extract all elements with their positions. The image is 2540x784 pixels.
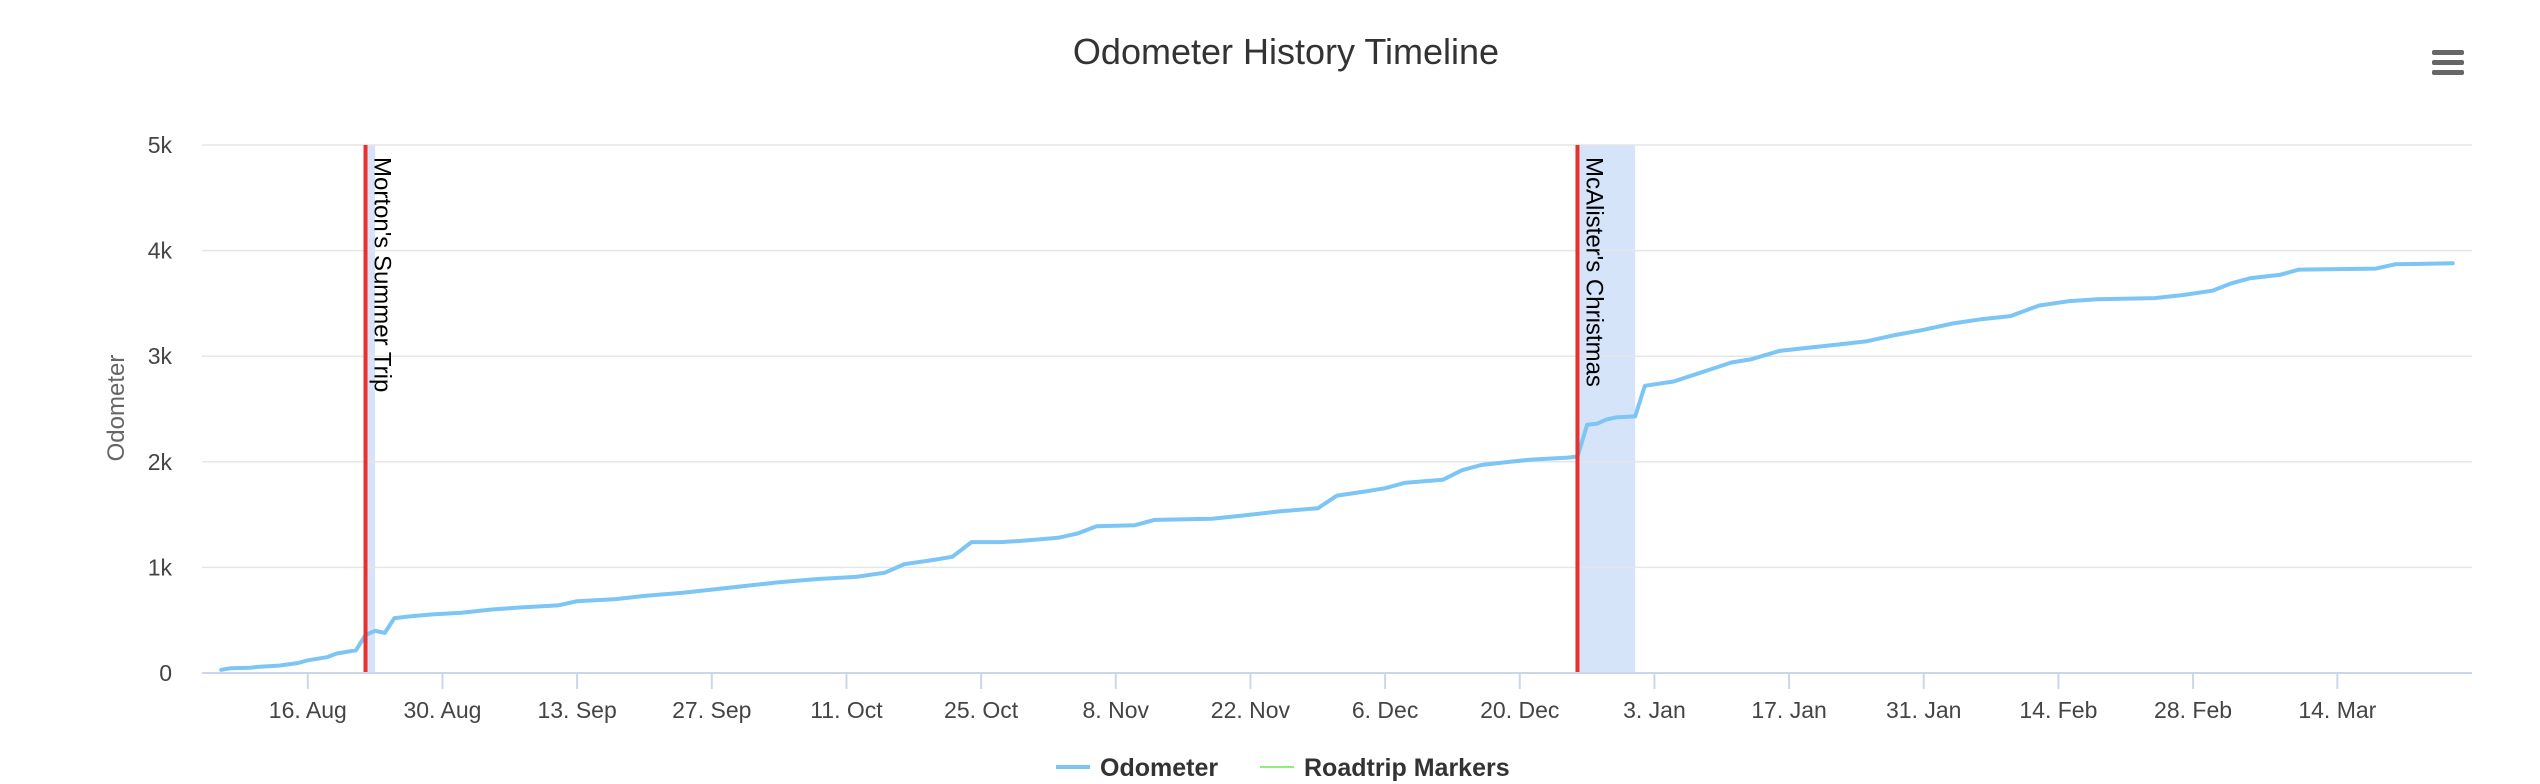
x-tick-label: 31. Jan — [1886, 697, 1961, 723]
y-tick-label: 2k — [148, 449, 173, 475]
legend-label-roadtrip-markers: Roadtrip Markers — [1304, 754, 1510, 782]
x-tick-label: 22. Nov — [1211, 697, 1291, 723]
series-line-odometer — [219, 261, 2455, 672]
hamburger-menu-icon-bar — [2432, 60, 2464, 65]
marker-label-1: McAlister's Christmas — [1580, 157, 1607, 387]
chart-menu-button[interactable] — [2422, 40, 2474, 88]
x-tick-label: 6. Dec — [1352, 697, 1418, 723]
x-tick-label: 11. Oct — [810, 697, 883, 723]
x-tick-label: 8. Nov — [1083, 697, 1150, 723]
legend-label-odometer: Odometer — [1100, 754, 1218, 782]
x-tick-label: 17. Jan — [1751, 697, 1826, 723]
x-tick-label: 14. Feb — [2019, 697, 2097, 723]
x-tick-label: 25. Oct — [944, 697, 1019, 723]
y-tick-label: 4k — [148, 238, 173, 264]
legend: Odometer Roadtrip Markers — [1056, 754, 1510, 782]
marker-band-1 — [1577, 145, 1636, 673]
y-tick-label: 1k — [148, 554, 173, 580]
x-tick-label: 20. Dec — [1480, 697, 1559, 723]
x-tick-label: 27. Sep — [672, 697, 751, 723]
x-tick-label: 3. Jan — [1623, 697, 1686, 723]
hamburger-menu-icon — [2432, 50, 2464, 55]
y-tick-label: 3k — [148, 343, 173, 369]
y-axis-label: Odometer — [103, 355, 130, 462]
legend-item-odometer[interactable]: Odometer — [1056, 754, 1218, 782]
marker-band-0 — [365, 145, 376, 673]
hamburger-menu-icon-bar — [2432, 70, 2464, 75]
x-tick-label: 30. Aug — [403, 697, 481, 723]
x-tick-label: 28. Feb — [2154, 697, 2232, 723]
x-tick-label: 13. Sep — [537, 697, 616, 723]
x-tick-label: 14. Mar — [2298, 697, 2376, 723]
y-tick-label: 0 — [159, 660, 172, 686]
legend-item-roadtrip-markers[interactable]: Roadtrip Markers — [1260, 754, 1510, 782]
marker-label-0: Morton's Summer Trip — [369, 157, 396, 392]
x-tick-label: 16. Aug — [269, 697, 347, 723]
chart-title: Odometer History Timeline — [1073, 31, 1499, 72]
y-tick-label: 5k — [148, 132, 173, 158]
